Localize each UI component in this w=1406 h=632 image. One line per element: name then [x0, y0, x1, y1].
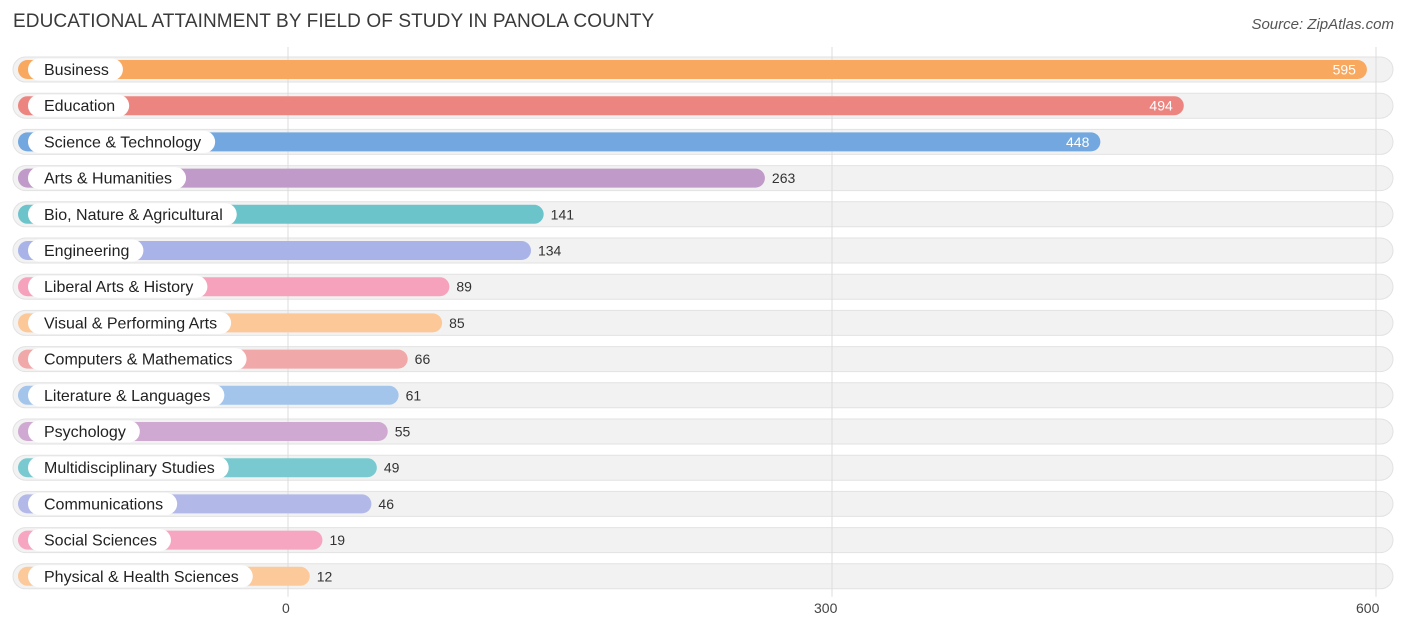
category-label: Literature & Languages — [44, 388, 210, 405]
category-label-pill — [28, 529, 171, 552]
value-label: 49 — [384, 460, 400, 476]
category-label-pill — [28, 456, 229, 479]
category-label: Science & Technology — [44, 134, 201, 151]
category-label-pill — [28, 565, 253, 588]
category-label: Engineering — [44, 243, 129, 260]
value-label: 19 — [329, 532, 345, 548]
category-label: Communications — [44, 496, 163, 513]
chart-title: EDUCATIONAL ATTAINMENT BY FIELD OF STUDY… — [13, 11, 655, 32]
category-label-pill — [28, 94, 130, 117]
value-label: 46 — [378, 496, 394, 512]
category-label: Bio, Nature & Agricultural — [44, 207, 223, 224]
bar — [18, 96, 1184, 116]
category-label-pill — [28, 203, 237, 226]
category-label-pill — [28, 167, 187, 190]
category-label-pill — [28, 348, 247, 371]
category-label-pill — [28, 58, 123, 81]
bar — [18, 60, 1367, 79]
category-label: Arts & Humanities — [44, 171, 172, 188]
x-tick-label: 300 — [814, 600, 838, 616]
category-label-pill — [28, 420, 140, 443]
row-background — [12, 527, 1394, 554]
value-label: 134 — [538, 243, 562, 259]
value-label: 448 — [1066, 134, 1090, 150]
bar — [18, 168, 765, 188]
category-label-pill — [28, 130, 216, 153]
source-label: Source: ZipAtlas.com — [1251, 16, 1394, 33]
category-label-pill — [28, 275, 208, 298]
x-tick-label: 0 — [282, 600, 290, 616]
x-tick-label: 600 — [1356, 600, 1380, 616]
value-label: 89 — [456, 279, 472, 295]
category-label: Psychology — [44, 424, 126, 441]
category-label: Physical & Health Sciences — [44, 569, 239, 586]
category-label: Business — [44, 62, 109, 79]
value-label: 55 — [395, 424, 411, 440]
category-label: Visual & Performing Arts — [44, 315, 217, 332]
category-label: Liberal Arts & History — [44, 279, 193, 296]
value-label: 66 — [415, 351, 431, 367]
bar — [18, 241, 531, 260]
bar — [18, 132, 1101, 152]
value-label: 61 — [406, 387, 422, 403]
value-label: 12 — [317, 568, 333, 584]
category-label: Computers & Mathematics — [44, 352, 233, 369]
value-label: 85 — [449, 315, 465, 331]
category-label-pill — [28, 311, 232, 334]
value-label: 141 — [551, 206, 575, 222]
value-label: 263 — [772, 170, 796, 186]
category-label: Social Sciences — [44, 533, 157, 550]
category-label: Education — [44, 98, 115, 115]
category-label-pill — [28, 492, 178, 515]
category-label-pill — [28, 384, 225, 407]
category-label: Multidisciplinary Studies — [44, 460, 215, 477]
category-label-pill — [28, 239, 144, 262]
value-label: 494 — [1149, 98, 1173, 114]
row-background — [12, 563, 1394, 590]
value-label: 595 — [1333, 62, 1357, 78]
